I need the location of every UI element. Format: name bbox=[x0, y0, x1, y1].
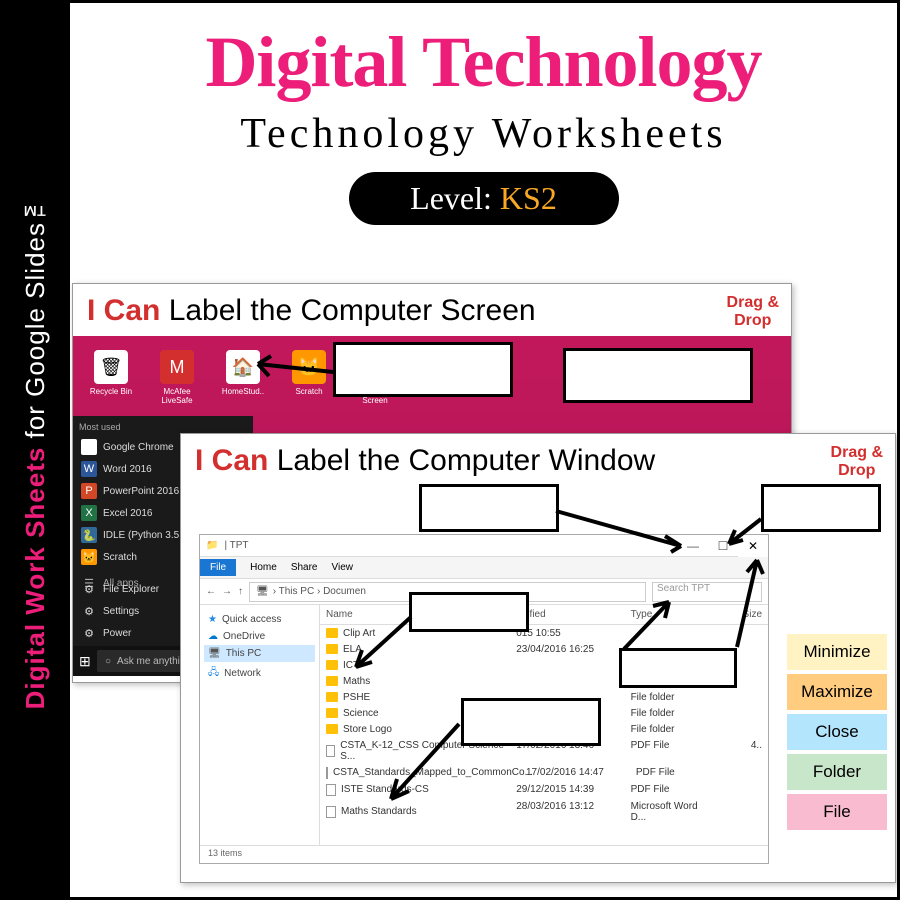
start-icon: ⊞ bbox=[79, 653, 91, 670]
answer-labels: Minimize Maximize Close Folder File bbox=[787, 634, 887, 834]
back-icon[interactable]: ← bbox=[206, 586, 216, 597]
nav-pane: ★Quick access☁OneDrive🖥This PC🖧Network bbox=[200, 605, 320, 845]
sidebar: Digital Work Sheets for Google Slides™ bbox=[0, 0, 70, 900]
sidebar-pink: Digital Work Sheets bbox=[20, 446, 50, 709]
nav-item[interactable]: 🖧Network bbox=[204, 662, 315, 685]
answer-folder[interactable]: Folder bbox=[787, 754, 887, 790]
desktop-icon[interactable]: MMcAfee LiveSafe bbox=[155, 350, 199, 405]
answer-minimize[interactable]: Minimize bbox=[787, 634, 887, 670]
desktop-icon[interactable]: 🐱Scratch bbox=[287, 350, 331, 405]
nav-item[interactable]: ★Quick access bbox=[204, 611, 315, 628]
close-button[interactable]: ✕ bbox=[738, 535, 768, 557]
file-row[interactable]: ISTE Standards-CS29/12/2015 14:39PDF Fil… bbox=[320, 781, 768, 798]
answer-close[interactable]: Close bbox=[787, 714, 887, 750]
window-buttons: — ☐ ✕ bbox=[678, 535, 768, 557]
main-panel: Digital Technology Technology Worksheets… bbox=[70, 0, 900, 900]
label-box[interactable] bbox=[461, 698, 601, 746]
desktop-icon[interactable]: 🏠HomeStud.. bbox=[221, 350, 265, 405]
ican-prefix: I Can bbox=[195, 444, 277, 477]
ican-prefix: I Can bbox=[87, 294, 169, 327]
label-box[interactable] bbox=[419, 484, 559, 532]
title-sub: Technology Worksheets bbox=[70, 110, 897, 158]
ribbon-home[interactable]: Home bbox=[250, 562, 277, 573]
ribbon-view[interactable]: View bbox=[332, 562, 354, 573]
level-pill: Level: KS2 bbox=[349, 172, 619, 225]
product-cover: Digital Work Sheets for Google Slides™ D… bbox=[0, 0, 900, 900]
file-row[interactable]: Clip Art015 10:55 bbox=[320, 625, 768, 641]
column-headers: Name odified Type Size bbox=[320, 605, 768, 625]
minimize-button[interactable]: — bbox=[678, 535, 708, 557]
desktop-icon[interactable]: 🗑Recycle Bin bbox=[89, 350, 133, 405]
up-icon[interactable]: ↑ bbox=[238, 586, 243, 597]
ican-title: Label the Computer Window bbox=[277, 444, 656, 477]
title-main: Digital Technology bbox=[70, 21, 897, 104]
file-tab[interactable]: File bbox=[200, 559, 236, 576]
sidebar-white: for Google Slides™ bbox=[20, 191, 50, 447]
explorer-ribbon: File Home Share View bbox=[200, 557, 768, 579]
drag-drop-badge: Drag &Drop bbox=[727, 294, 779, 329]
label-box[interactable] bbox=[761, 484, 881, 532]
answer-file[interactable]: File bbox=[787, 794, 887, 830]
level-label: Level: bbox=[410, 180, 500, 216]
search-input[interactable]: Search TPT bbox=[652, 582, 762, 602]
label-box[interactable] bbox=[619, 648, 737, 688]
label-box[interactable] bbox=[333, 342, 513, 397]
ican-title: Label the Computer Screen bbox=[169, 294, 536, 327]
label-box[interactable] bbox=[563, 348, 753, 403]
nav-item[interactable]: 🖥This PC bbox=[204, 645, 315, 662]
fwd-icon[interactable]: → bbox=[222, 586, 232, 597]
answer-maximize[interactable]: Maximize bbox=[787, 674, 887, 710]
slide-a-title: I Can Label the Computer Screen bbox=[73, 284, 791, 334]
explorer-titlebar: 📁 | TPT — ☐ ✕ bbox=[200, 535, 768, 557]
drag-drop-badge: Drag &Drop bbox=[831, 444, 883, 479]
nav-item[interactable]: ☁OneDrive bbox=[204, 628, 315, 645]
file-row[interactable]: CSTA_Standards_Mapped_to_CommonCo...17/0… bbox=[320, 764, 768, 781]
level-value: KS2 bbox=[500, 180, 557, 216]
maximize-button[interactable]: ☐ bbox=[708, 535, 738, 557]
folder-icon: 📁 bbox=[206, 540, 218, 551]
label-box[interactable] bbox=[409, 592, 529, 632]
worksheet-window: I Can Label the Computer Window Drag &Dr… bbox=[180, 433, 896, 883]
sidebar-text: Digital Work Sheets for Google Slides™ bbox=[20, 191, 51, 709]
status-bar: 13 items bbox=[200, 845, 768, 863]
file-row[interactable]: Maths Standards28/03/2016 13:12Microsoft… bbox=[320, 798, 768, 825]
start-head: Most used bbox=[79, 422, 247, 432]
ribbon-share[interactable]: Share bbox=[291, 562, 318, 573]
slide-b-title: I Can Label the Computer Window bbox=[181, 434, 895, 484]
